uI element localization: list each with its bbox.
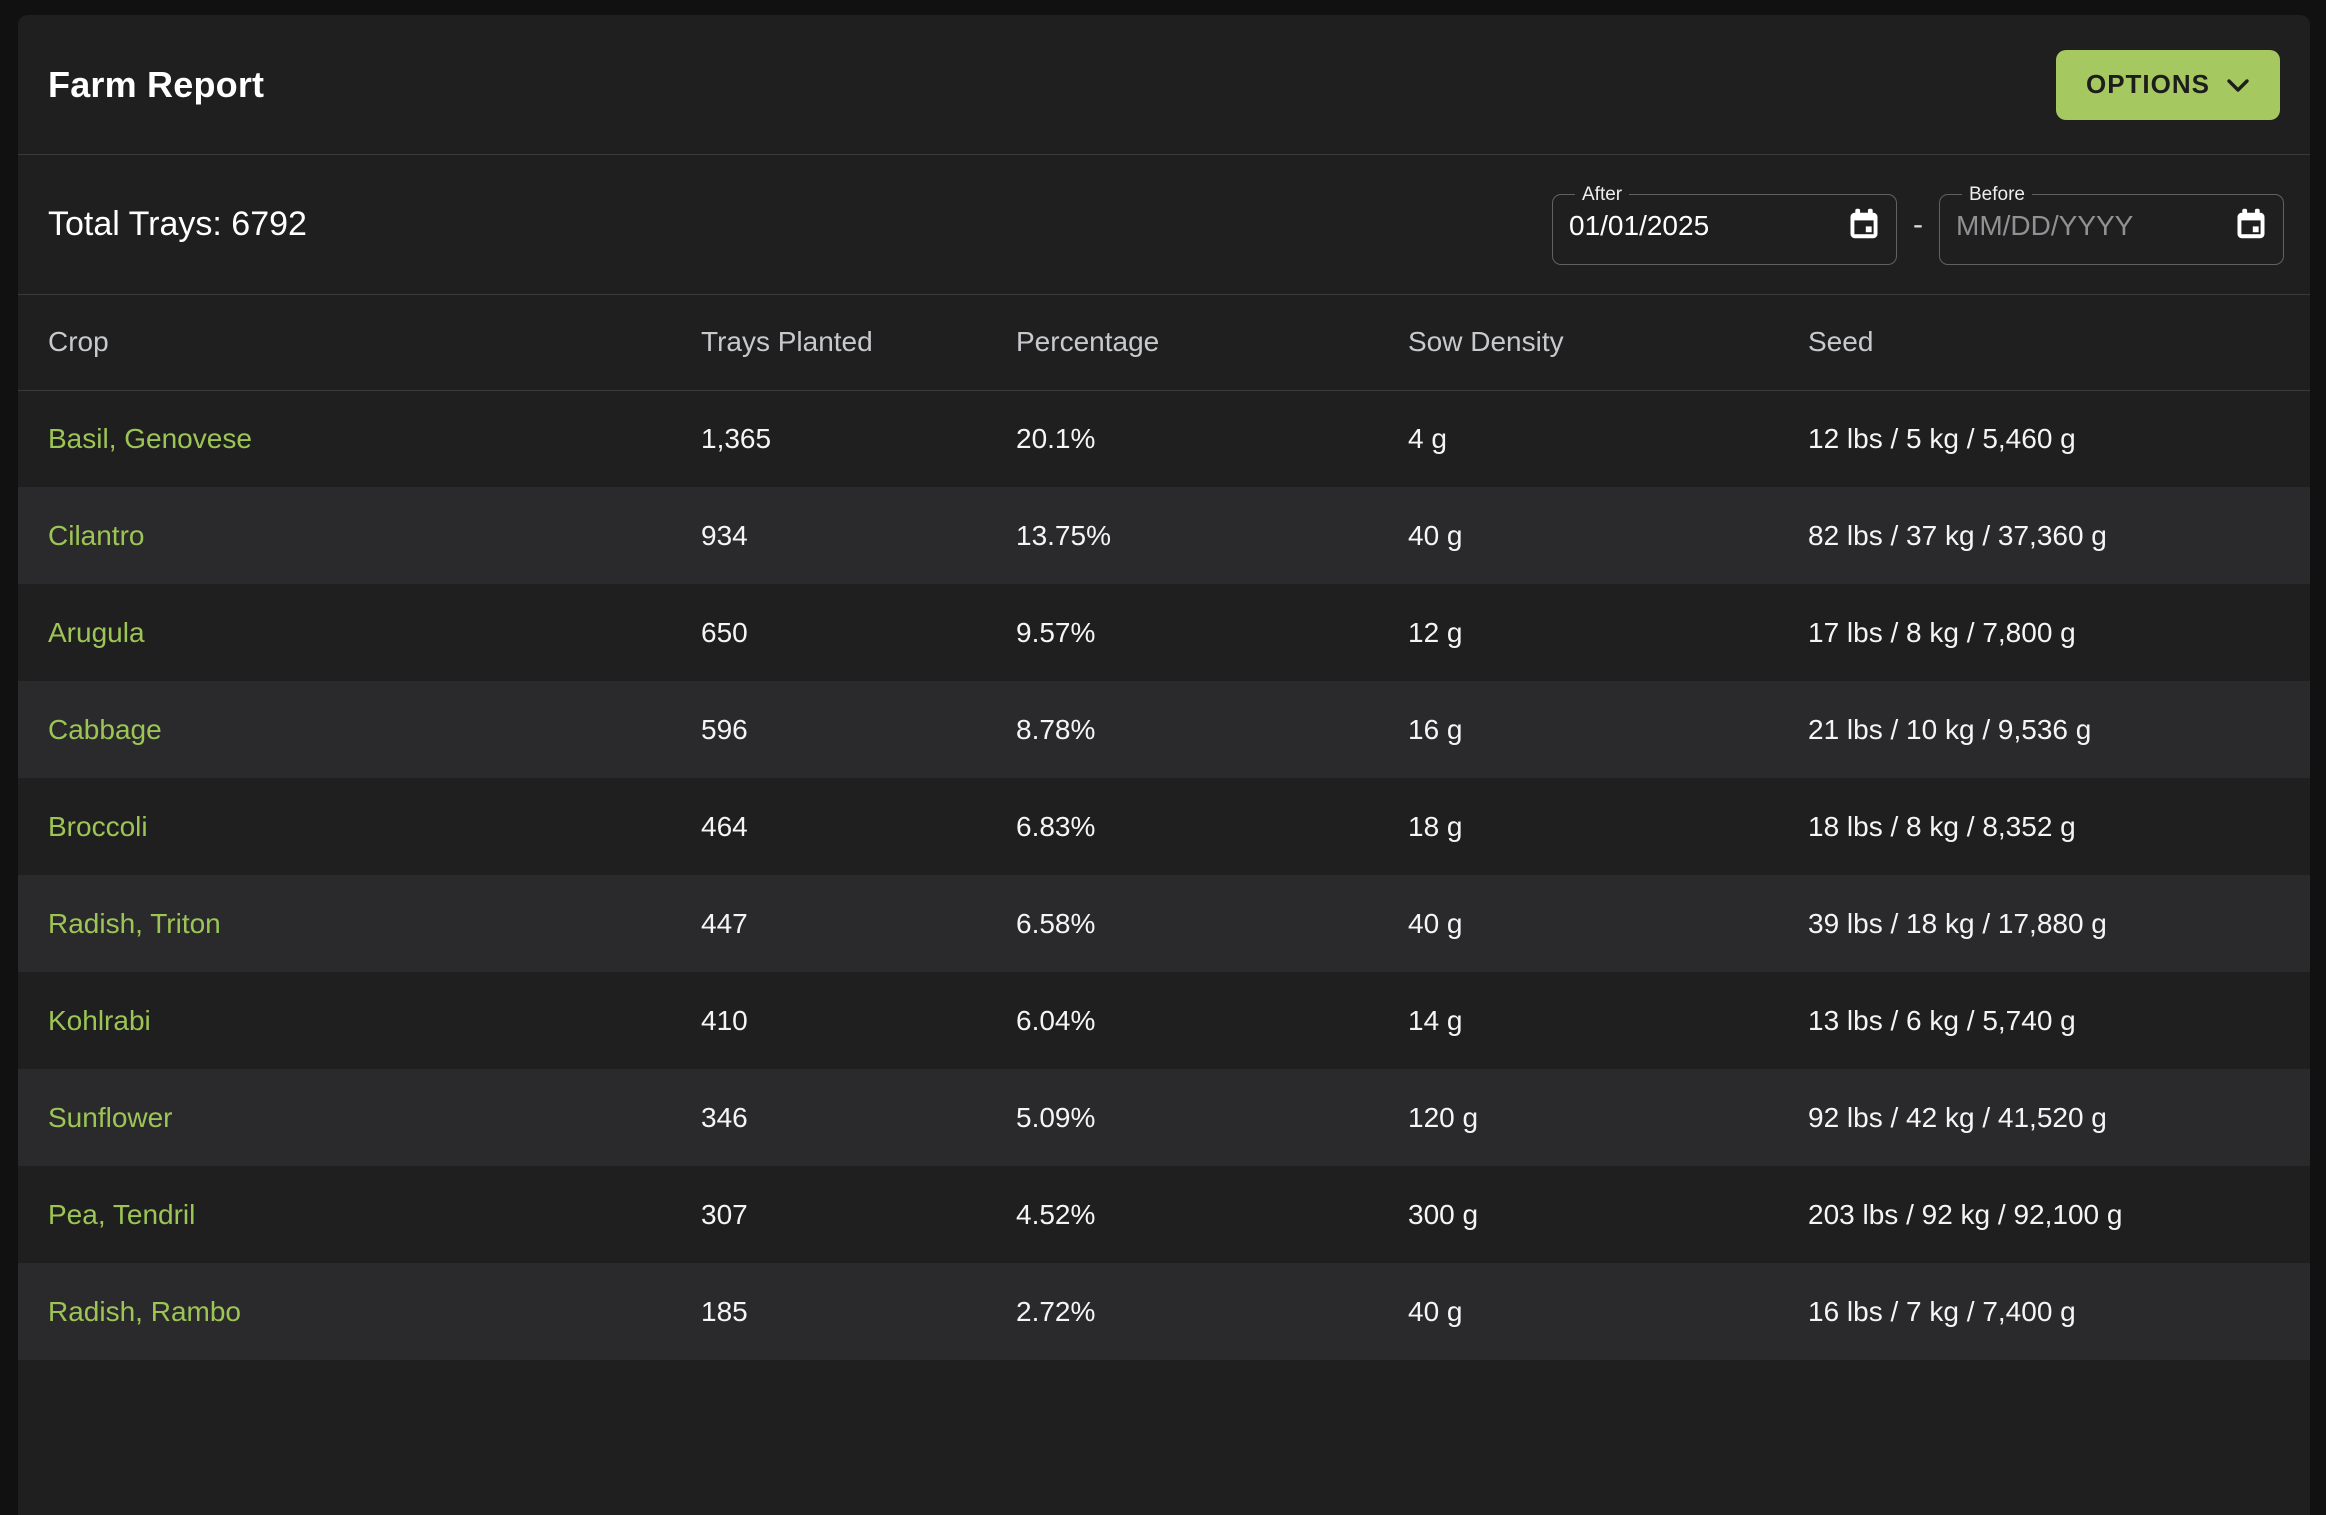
seed-cell: 13 lbs / 6 kg / 5,740 g <box>1808 1004 2076 1036</box>
seed-cell: 21 lbs / 10 kg / 9,536 g <box>1808 713 2092 745</box>
app-header: Farm Report OPTIONS <box>18 15 2310 155</box>
seed-cell: 16 lbs / 7 kg / 7,400 g <box>1808 1295 2076 1327</box>
table-row: Radish, Triton 447 6.58% 40 g 39 lbs / 1… <box>18 875 2310 972</box>
seed-cell: 12 lbs / 5 kg / 5,460 g <box>1808 422 2076 454</box>
crop-link[interactable]: Cabbage <box>48 713 162 745</box>
percentage-cell: 13.75% <box>1016 519 1111 551</box>
sow-density-cell: 40 g <box>1408 907 1463 939</box>
column-header-trays-planted: Trays Planted <box>700 295 936 391</box>
table-row: Radish, Rambo 185 2.72% 40 g 16 lbs / 7 … <box>18 1263 2310 1360</box>
crop-link[interactable]: Basil, Genovese <box>48 422 252 454</box>
before-calendar-button[interactable] <box>2233 206 2269 245</box>
options-button-label: OPTIONS <box>2085 69 2210 99</box>
table-row-partial <box>18 1360 2310 1457</box>
percentage-cell: 8.78% <box>1016 713 1096 745</box>
table-header-row: Crop Trays Planted Percentage Sow Densit… <box>18 295 2310 391</box>
calendar-icon <box>2233 206 2269 245</box>
crop-link[interactable]: Cilantro <box>48 519 145 551</box>
calendar-icon <box>1846 206 1882 245</box>
seed-cell: 18 lbs / 8 kg / 8,352 g <box>1808 810 2076 842</box>
total-trays: Total Trays: 6792 <box>48 205 307 244</box>
sow-density-cell: 120 g <box>1408 1101 1479 1133</box>
options-button[interactable]: OPTIONS <box>2055 49 2280 120</box>
sow-density-cell: 16 g <box>1408 713 1463 745</box>
trays-planted-cell: 464 <box>701 810 748 842</box>
sow-density-cell: 300 g <box>1408 1198 1479 1230</box>
trays-planted-cell: 596 <box>701 713 748 745</box>
after-date-label: After <box>1582 183 1623 205</box>
crop-link[interactable]: Radish, Triton <box>48 907 221 939</box>
column-header-percentage: Percentage <box>936 295 1407 391</box>
date-range-filter: After <box>1552 183 2284 265</box>
percentage-cell: 6.04% <box>1016 1004 1096 1036</box>
sow-density-cell: 40 g <box>1408 519 1463 551</box>
seed-cell: 82 lbs / 37 kg / 37,360 g <box>1808 519 2107 551</box>
table-row: Broccoli 464 6.83% 18 g 18 lbs / 8 kg / … <box>18 778 2310 875</box>
trays-planted-cell: 650 <box>701 616 748 648</box>
sow-density-cell: 40 g <box>1408 1295 1463 1327</box>
trays-planted-cell: 934 <box>701 519 748 551</box>
before-date-field: Before <box>1939 183 2284 265</box>
chevron-down-icon <box>2226 78 2250 93</box>
page-title: Farm Report <box>48 63 265 105</box>
table-row: Basil, Genovese 1,365 20.1% 4 g 12 lbs /… <box>18 390 2310 487</box>
trays-planted-cell: 185 <box>701 1295 748 1327</box>
sow-density-cell: 14 g <box>1408 1004 1463 1036</box>
crop-link[interactable]: Kohlrabi <box>48 1004 151 1036</box>
trays-planted-cell: 1,365 <box>701 422 772 454</box>
before-date-label: Before <box>1969 183 2025 205</box>
percentage-cell: 9.57% <box>1016 616 1096 648</box>
percentage-cell: 5.09% <box>1016 1101 1096 1133</box>
trays-planted-cell: 410 <box>701 1004 748 1036</box>
filter-bar: Total Trays: 6792 After <box>18 155 2310 295</box>
after-calendar-button[interactable] <box>1846 206 1882 245</box>
trays-planted-cell: 447 <box>701 907 748 939</box>
column-header-seed: Seed <box>1807 295 2310 391</box>
crop-table: Crop Trays Planted Percentage Sow Densit… <box>18 295 2310 1457</box>
percentage-cell: 6.83% <box>1016 810 1096 842</box>
crop-link[interactable]: Pea, Tendril <box>48 1198 196 1230</box>
seed-cell: 39 lbs / 18 kg / 17,880 g <box>1808 907 2107 939</box>
table-row: Arugula 650 9.57% 12 g 17 lbs / 8 kg / 7… <box>18 584 2310 681</box>
sow-density-cell: 18 g <box>1408 810 1463 842</box>
trays-planted-cell: 307 <box>701 1198 748 1230</box>
column-header-crop: Crop <box>18 295 700 391</box>
percentage-cell: 20.1% <box>1016 422 1096 454</box>
seed-cell: 92 lbs / 42 kg / 41,520 g <box>1808 1101 2107 1133</box>
seed-cell: 203 lbs / 92 kg / 92,100 g <box>1808 1198 2123 1230</box>
column-header-sow-density: Sow Density <box>1407 295 1807 391</box>
table-row: Kohlrabi 410 6.04% 14 g 13 lbs / 6 kg / … <box>18 972 2310 1069</box>
crop-link[interactable]: Arugula <box>48 616 145 648</box>
before-date-input[interactable] <box>1956 209 2186 242</box>
after-date-input[interactable] <box>1569 209 1799 242</box>
percentage-cell: 2.72% <box>1016 1295 1096 1327</box>
percentage-cell: 6.58% <box>1016 907 1096 939</box>
date-range-separator: - <box>1913 207 1923 241</box>
crop-link[interactable]: Broccoli <box>48 810 148 842</box>
table-row: Cabbage 596 8.78% 16 g 21 lbs / 10 kg / … <box>18 681 2310 778</box>
trays-planted-cell: 346 <box>701 1101 748 1133</box>
crop-table-body: Basil, Genovese 1,365 20.1% 4 g 12 lbs /… <box>18 390 2310 1360</box>
crop-link[interactable]: Radish, Rambo <box>48 1295 241 1327</box>
after-date-field: After <box>1552 183 1897 265</box>
percentage-cell: 4.52% <box>1016 1198 1096 1230</box>
total-trays-value: 6792 <box>231 205 307 243</box>
table-row: Sunflower 346 5.09% 120 g 92 lbs / 42 kg… <box>18 1069 2310 1166</box>
table-row: Cilantro 934 13.75% 40 g 82 lbs / 37 kg … <box>18 487 2310 584</box>
farm-report-card: Farm Report OPTIONS Total Trays: 6792 Af… <box>18 15 2310 1515</box>
seed-cell: 17 lbs / 8 kg / 7,800 g <box>1808 616 2076 648</box>
total-trays-label: Total Trays: <box>48 205 222 243</box>
crop-link[interactable]: Sunflower <box>48 1101 173 1133</box>
table-row: Pea, Tendril 307 4.52% 300 g 203 lbs / 9… <box>18 1166 2310 1263</box>
sow-density-cell: 12 g <box>1408 616 1463 648</box>
sow-density-cell: 4 g <box>1408 422 1447 454</box>
